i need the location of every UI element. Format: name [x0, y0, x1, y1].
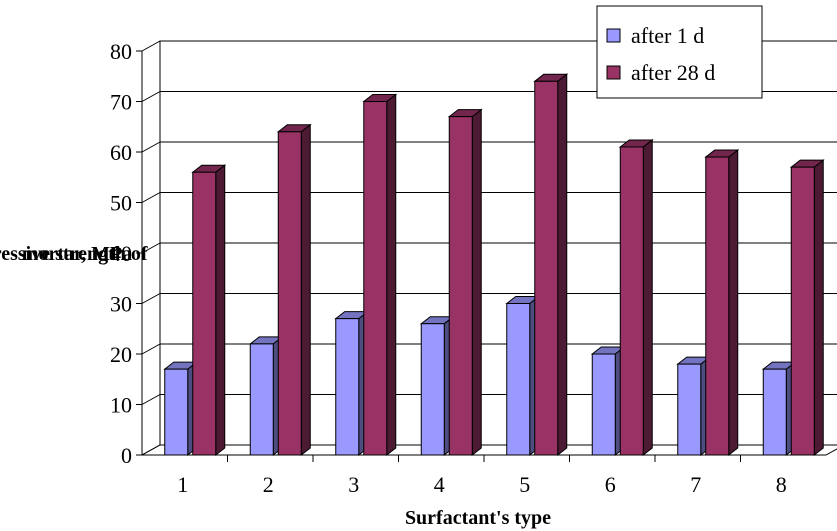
gridline-side [141, 293, 161, 304]
bar-front [277, 131, 302, 456]
bar-after-28-d-7 [704, 149, 740, 457]
bar-front [420, 323, 445, 456]
legend: after 1 d after 28 d [596, 5, 763, 99]
x-tick-label: 5 [519, 472, 530, 497]
bar-after-28-d-8 [789, 159, 825, 457]
y-tick-label: 0 [121, 443, 132, 468]
bar-after-1-d-6 [590, 345, 626, 457]
bar-front [677, 363, 702, 456]
x-tick-label: 2 [263, 472, 274, 497]
legend-label-after-28-d: after 28 d [631, 60, 715, 85]
bar-front [448, 116, 473, 456]
bar-after-28-d-4 [447, 108, 483, 457]
x-tick-label: 6 [605, 472, 616, 497]
bar-side [300, 123, 311, 457]
gridline-side [141, 192, 161, 203]
bar-side [471, 108, 482, 457]
y-tick-label: 40 [110, 241, 132, 266]
x-axis-title: Surfactant's type [405, 507, 551, 529]
bar-front [591, 353, 616, 456]
bar-after-1-d-5 [505, 295, 541, 457]
legend-swatch-after-28-d [606, 65, 621, 80]
y-tick-label: 80 [110, 39, 132, 64]
bar-side [642, 138, 653, 457]
gridline-side [141, 343, 161, 355]
gridline-side [141, 40, 161, 52]
bars [163, 73, 825, 457]
bar-side [386, 93, 397, 457]
y-axis-title-line-1: Compressive strength of [0, 243, 148, 265]
bar-after-1-d-2 [248, 335, 284, 457]
y-tick-label: 50 [110, 191, 132, 216]
bar-side [557, 73, 568, 457]
bar-after-1-d-8 [761, 361, 797, 457]
bar-after-28-d-1 [191, 164, 227, 457]
legend-swatch-after-1-d [606, 28, 621, 43]
y-tick-label: 10 [110, 393, 132, 418]
y-tick-label: 20 [110, 342, 132, 367]
x-tick-label: 8 [776, 472, 787, 497]
bar-after-28-d-6 [618, 138, 654, 457]
gridline-side [141, 141, 161, 153]
bar-after-1-d-7 [676, 356, 712, 457]
bar-front [164, 368, 189, 456]
gridline-side [141, 242, 161, 254]
bar-front [619, 146, 644, 456]
bar-after-28-d-2 [276, 123, 312, 457]
bar-front [790, 166, 815, 456]
x-tick-label: 4 [434, 472, 445, 497]
y-tick-label: 60 [110, 140, 132, 165]
bar-front [335, 318, 360, 456]
x-tick-label: 7 [690, 472, 701, 497]
x-tick-label: 1 [177, 472, 188, 497]
bar-after-28-d-5 [533, 73, 569, 457]
y-axis-title-line-2-wrap: mortar, MPa [22, 243, 132, 265]
y-axis-title-line-2: mortar, MPa [22, 243, 132, 265]
y-tick-labels: 0 10 20 30 40 50 60 70 80 [110, 39, 132, 468]
bar-front [192, 171, 217, 456]
y-axis-title: Compressive strength of [0, 243, 148, 265]
bar-front [249, 343, 274, 456]
bar-front [506, 303, 531, 456]
y-tick-label: 70 [110, 90, 132, 115]
y-tick-label: 30 [110, 292, 132, 317]
bar-front [762, 368, 787, 456]
gridline-side [141, 394, 161, 405]
bar-after-1-d-3 [334, 310, 370, 457]
legend-box [596, 5, 763, 99]
bar-side [728, 149, 739, 457]
legend-label-after-1-d: after 1 d [631, 23, 704, 48]
bar-side [215, 164, 226, 457]
bar-front [705, 156, 730, 456]
bar-side [813, 159, 824, 457]
gridline-side [141, 91, 161, 102]
bar-front [534, 80, 559, 456]
x-tick-label: 3 [348, 472, 359, 497]
x-tick-labels: 1 2 3 4 5 6 7 8 [177, 472, 787, 497]
bar-after-28-d-3 [362, 93, 398, 457]
gridline-side [141, 444, 161, 456]
bar-front [363, 101, 388, 456]
bar-after-1-d-1 [163, 361, 199, 457]
bar-after-1-d-4 [419, 315, 455, 457]
